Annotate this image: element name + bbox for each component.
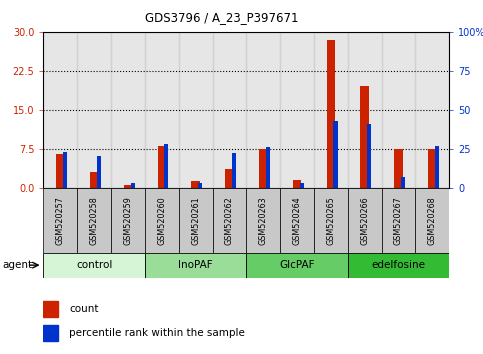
Bar [90,172,99,188]
Text: GSM520263: GSM520263 [259,196,268,245]
Bar [293,180,301,188]
Bar [394,149,403,188]
Text: GSM520268: GSM520268 [428,196,437,245]
Bar [333,121,338,188]
Text: GSM520265: GSM520265 [327,196,335,245]
Bar [191,181,200,188]
Bar [43,188,77,253]
Bar [232,153,236,188]
Bar [367,124,371,188]
Bar [415,188,449,253]
Text: count: count [69,304,99,314]
Bar [327,40,335,188]
Bar [348,188,382,253]
Bar [77,188,111,253]
Bar [130,183,135,188]
Bar [43,325,58,341]
Bar [360,86,369,188]
Bar [382,188,415,253]
Text: GlcPAF: GlcPAF [279,261,315,270]
Bar [111,188,145,253]
Bar [145,253,246,278]
Text: percentile rank within the sample: percentile rank within the sample [69,328,245,338]
Text: GDS3796 / A_23_P397671: GDS3796 / A_23_P397671 [145,11,299,24]
Bar [43,32,77,188]
Bar [213,188,246,253]
Text: GSM520261: GSM520261 [191,196,200,245]
Bar [63,152,67,188]
Bar [382,32,415,188]
Text: agent: agent [2,260,32,270]
Text: GSM520266: GSM520266 [360,196,369,245]
Text: GSM520262: GSM520262 [225,196,234,245]
Bar [348,32,382,188]
Bar [111,32,145,188]
Bar [348,253,449,278]
Text: edelfosine: edelfosine [371,261,426,270]
Bar [164,144,169,188]
Bar [314,32,348,188]
Bar [213,32,246,188]
Bar [246,188,280,253]
Text: InoPAF: InoPAF [178,261,213,270]
Bar [266,147,270,188]
Bar [179,32,213,188]
Text: GSM520259: GSM520259 [124,196,132,245]
Bar [280,188,314,253]
Bar [56,154,65,188]
Bar [299,183,304,188]
Bar [246,253,348,278]
Text: GSM520258: GSM520258 [90,196,99,245]
Bar [77,32,111,188]
Bar [145,32,179,188]
Bar [97,156,101,188]
Bar [435,145,439,188]
Bar [314,188,348,253]
Bar [157,146,166,188]
Bar [198,183,202,188]
Bar [179,188,213,253]
Bar [401,177,405,188]
Bar [246,32,280,188]
Bar [43,301,58,317]
Bar [225,170,234,188]
Text: control: control [76,261,113,270]
Bar [280,32,314,188]
Text: GSM520260: GSM520260 [157,196,166,245]
Text: GSM520257: GSM520257 [56,196,65,245]
Bar [259,149,268,188]
Bar [415,32,449,188]
Text: GSM520264: GSM520264 [293,196,301,245]
Bar [145,188,179,253]
Bar [43,253,145,278]
Text: GSM520267: GSM520267 [394,196,403,245]
Bar [124,185,132,188]
Bar [428,149,437,188]
